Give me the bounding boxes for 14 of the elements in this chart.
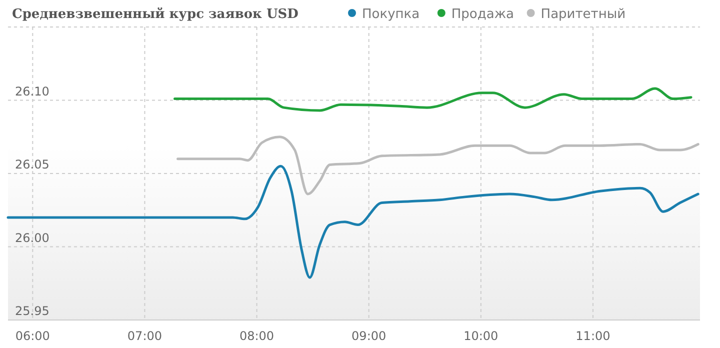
y-tick-label: 25.95 bbox=[15, 304, 50, 318]
legend-label: Продажа bbox=[451, 7, 514, 22]
y-tick-label: 26.05 bbox=[15, 158, 50, 172]
x-tick-label: 06:00 bbox=[15, 329, 50, 343]
x-tick-label: 11:00 bbox=[576, 329, 610, 343]
legend-label: Паритетный bbox=[540, 7, 626, 22]
chart-title: Средневзвешенный курс заявок USD bbox=[12, 7, 298, 22]
x-tick-label: 10:00 bbox=[464, 329, 498, 343]
y-tick-label: 26.10 bbox=[15, 84, 50, 98]
x-tick-label: 09:00 bbox=[352, 329, 386, 343]
x-tick-label: 07:00 bbox=[127, 329, 162, 343]
y-tick-label: 26.00 bbox=[15, 230, 50, 245]
x-tick-label: 08:00 bbox=[239, 329, 274, 343]
legend-label: Покупка bbox=[362, 7, 420, 22]
